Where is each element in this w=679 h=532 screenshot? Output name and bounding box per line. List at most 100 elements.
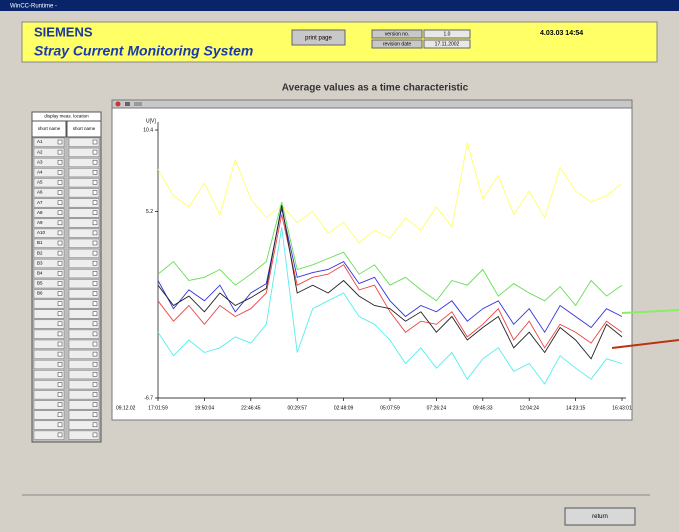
return-button[interactable] <box>564 507 636 526</box>
checkbox[interactable] <box>57 341 63 347</box>
checkbox[interactable] <box>92 210 98 215</box>
checkbox[interactable] <box>57 321 63 327</box>
table-cell <box>33 309 65 319</box>
series-line <box>157 214 623 349</box>
checkbox[interactable] <box>57 311 63 316</box>
table-cell <box>68 258 100 269</box>
checkbox[interactable] <box>92 341 98 347</box>
checkbox[interactable] <box>92 240 98 246</box>
checkbox[interactable] <box>57 149 63 155</box>
version-label: version no. <box>385 31 409 37</box>
table-cell <box>33 198 65 208</box>
checkbox[interactable] <box>57 240 63 246</box>
checkbox[interactable] <box>92 250 98 256</box>
datetime: 4.03.03 14:54 <box>540 30 583 37</box>
checkbox[interactable] <box>57 372 63 377</box>
table-cell <box>33 157 65 168</box>
y-tick-label: 5.2 <box>146 209 153 215</box>
checkbox[interactable] <box>92 200 98 205</box>
checkbox[interactable] <box>92 321 98 327</box>
checkbox[interactable] <box>92 220 98 226</box>
table-cell <box>68 430 100 440</box>
table-cell <box>68 248 100 258</box>
table-cell <box>33 319 65 329</box>
checkbox[interactable] <box>92 281 98 286</box>
table-cell <box>33 430 65 440</box>
checkbox[interactable] <box>92 361 98 367</box>
checkbox[interactable] <box>57 422 63 428</box>
checkbox[interactable] <box>92 190 98 195</box>
checkbox[interactable] <box>57 351 63 357</box>
table-cell <box>33 420 65 430</box>
checkbox[interactable] <box>57 412 63 417</box>
checkbox[interactable] <box>57 271 63 276</box>
checkbox[interactable] <box>92 139 98 145</box>
checkbox[interactable] <box>57 159 63 165</box>
location-name: A8 <box>37 210 43 215</box>
checkbox[interactable] <box>57 210 63 215</box>
checkbox[interactable] <box>57 361 63 367</box>
checkbox[interactable] <box>92 382 98 387</box>
checkbox[interactable] <box>57 230 63 236</box>
checkbox[interactable] <box>92 351 98 357</box>
print-button[interactable] <box>291 29 346 46</box>
checkbox[interactable] <box>92 412 98 417</box>
table-cell <box>68 400 100 410</box>
checkbox[interactable] <box>92 372 98 377</box>
toolbar-icon[interactable] <box>125 102 130 106</box>
checkbox[interactable] <box>57 291 63 296</box>
table-cell <box>33 299 65 309</box>
checkbox[interactable] <box>92 331 98 337</box>
x-tick-label: 09:45:33 <box>473 405 493 411</box>
checkbox[interactable] <box>57 170 63 175</box>
checkbox[interactable] <box>92 392 98 397</box>
x-tick-label: 22:46:45 <box>241 405 261 411</box>
checkbox[interactable] <box>57 220 63 226</box>
checkbox[interactable] <box>92 422 98 428</box>
checkbox[interactable] <box>57 331 63 337</box>
table-cell <box>68 147 100 157</box>
column-head-cell <box>31 120 67 138</box>
checkbox[interactable] <box>57 190 63 195</box>
toolbar-icon[interactable] <box>134 102 142 106</box>
page-title: Average values as a time characteristic <box>282 83 469 94</box>
checkbox[interactable] <box>57 139 63 145</box>
table-cell <box>33 289 65 299</box>
location-name: B5 <box>37 281 43 286</box>
checkbox[interactable] <box>92 159 98 165</box>
checkbox[interactable] <box>57 281 63 286</box>
checkbox[interactable] <box>57 180 63 185</box>
checkbox[interactable] <box>92 402 98 407</box>
checkbox[interactable] <box>57 402 63 407</box>
checkbox[interactable] <box>92 260 98 266</box>
table-cell <box>33 178 65 188</box>
checkbox[interactable] <box>92 230 98 236</box>
checkbox[interactable] <box>92 271 98 276</box>
location-name: A2 <box>37 149 43 154</box>
table-cell <box>33 359 65 370</box>
checkbox[interactable] <box>92 180 98 185</box>
table-cell <box>68 309 100 319</box>
checkbox[interactable] <box>92 149 98 155</box>
checkbox[interactable] <box>57 382 63 387</box>
column-head-cell <box>66 120 102 138</box>
toolbar-icon[interactable] <box>115 101 121 107</box>
checkbox[interactable] <box>92 311 98 316</box>
table-cell <box>68 410 100 420</box>
checkbox[interactable] <box>92 301 98 306</box>
checkbox[interactable] <box>57 392 63 397</box>
checkbox[interactable] <box>57 250 63 256</box>
y-axis-label: U[V] <box>146 118 156 124</box>
table-cell <box>33 370 65 380</box>
series-line <box>157 227 623 385</box>
checkbox[interactable] <box>57 301 63 306</box>
table-cell <box>33 339 65 349</box>
checkbox[interactable] <box>57 200 63 205</box>
checkbox[interactable] <box>57 432 63 438</box>
checkbox[interactable] <box>92 170 98 175</box>
checkbox[interactable] <box>57 260 63 266</box>
checkbox[interactable] <box>92 291 98 296</box>
checkbox[interactable] <box>92 432 98 438</box>
